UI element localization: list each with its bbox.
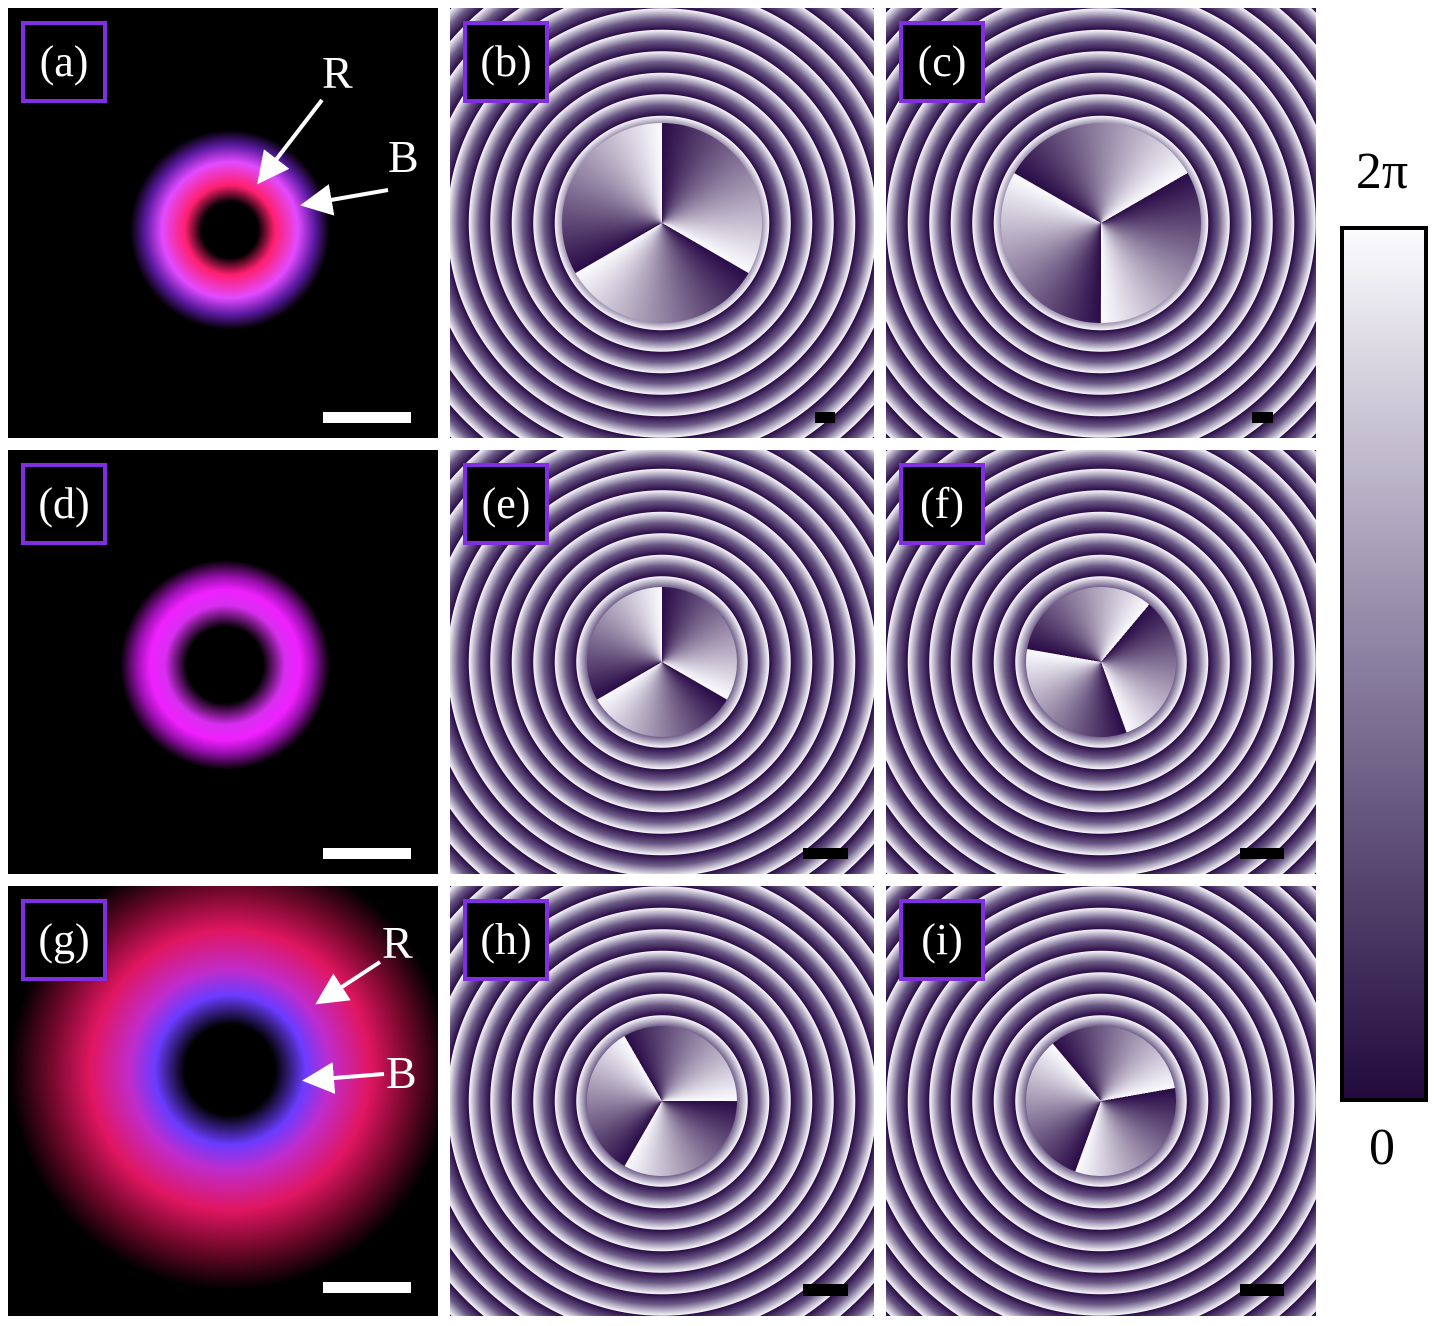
annotation: R xyxy=(382,917,413,968)
arrow xyxy=(315,960,382,1005)
scale-bar xyxy=(815,412,835,423)
scale-bar xyxy=(323,848,411,859)
panel-label: (d) xyxy=(21,463,107,545)
phase-panel: (h) xyxy=(450,886,874,1316)
vortex xyxy=(587,587,737,737)
scale-bar xyxy=(1240,848,1284,859)
colorbar xyxy=(1340,226,1428,1102)
panel-label: (f) xyxy=(899,463,985,545)
scale-bar xyxy=(323,412,411,423)
scale-bar xyxy=(803,1284,848,1296)
colorbar-min-label: 0 xyxy=(1369,1119,1395,1176)
scale-bar xyxy=(1252,412,1273,423)
annotation: B xyxy=(386,1047,417,1098)
colorbar-max-label: 2π xyxy=(1355,143,1409,200)
panel-label: (b) xyxy=(463,21,549,103)
panel-label: (a) xyxy=(21,21,107,103)
intensity-panel: (a) xyxy=(8,8,438,438)
phase-panel: (b) xyxy=(450,8,874,438)
arrow xyxy=(257,98,324,185)
panel-label: (e) xyxy=(463,463,549,545)
intensity-panel: (g) xyxy=(8,886,438,1316)
arrow xyxy=(302,1062,385,1095)
phase-panel: (c) xyxy=(886,8,1316,438)
annotation: B xyxy=(388,131,419,182)
phase-panel: (e) xyxy=(450,450,874,874)
panel-label: (g) xyxy=(21,899,107,981)
panel-label: (c) xyxy=(899,21,985,103)
vortex xyxy=(562,123,762,323)
intensity-panel: (d) xyxy=(8,450,438,874)
panel-label: (i) xyxy=(899,899,985,981)
annotation: R xyxy=(322,47,353,98)
scale-bar xyxy=(803,848,848,859)
scale-bar xyxy=(1240,1284,1284,1296)
phase-panel: (i) xyxy=(886,886,1316,1316)
scale-bar xyxy=(323,1282,411,1293)
phase-panel: (f) xyxy=(886,450,1316,874)
arrow xyxy=(300,184,389,216)
panel-label: (h) xyxy=(463,899,549,981)
